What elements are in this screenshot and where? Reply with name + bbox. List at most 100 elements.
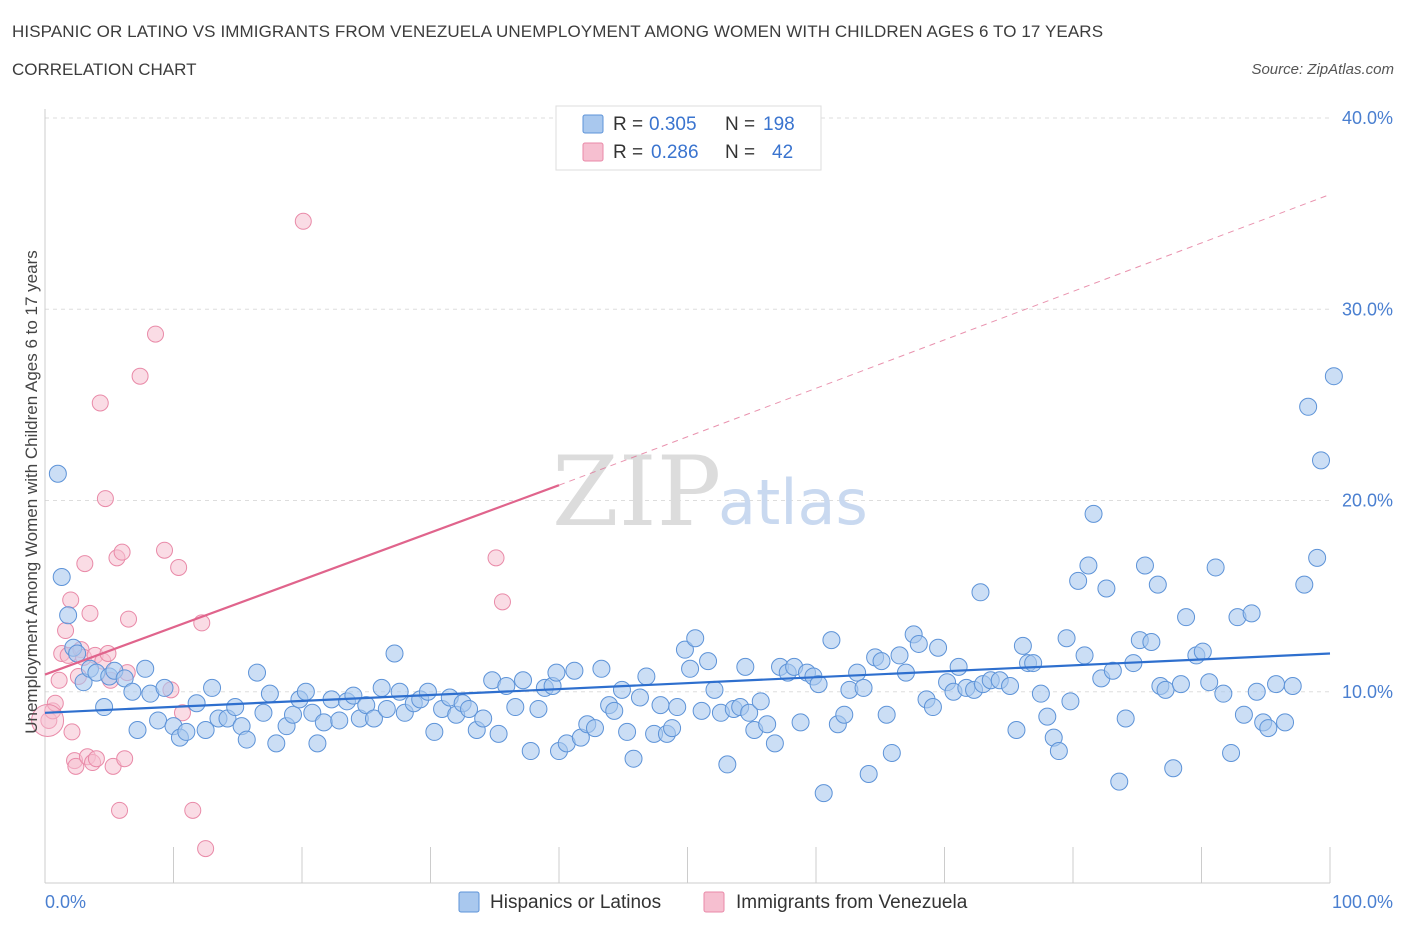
hispanic-point (1084, 504, 1103, 523)
legend-swatch-blue (582, 114, 604, 134)
y-tick-label: 20.0% (1342, 491, 1393, 511)
venezuela-point (81, 604, 99, 622)
hispanic-point (1156, 680, 1175, 699)
hispanic-point (1031, 684, 1050, 703)
hispanic-point (364, 709, 383, 728)
venezuela-point (62, 591, 80, 609)
hispanic-point (1259, 719, 1278, 738)
hispanic-point (303, 703, 322, 722)
hispanic-point (1206, 558, 1225, 577)
y-tick-label: 30.0% (1342, 299, 1393, 319)
hispanic-point (155, 678, 174, 697)
bottom-legend-label-venezuela: Immigrants from Venezuela (736, 892, 968, 913)
y-tick-labels: 10.0% 20.0% 30.0% 40.0% (1342, 108, 1393, 702)
hispanic-point (1234, 705, 1253, 724)
hispanic-point (1049, 742, 1068, 761)
hispanic-point (859, 764, 878, 783)
x-tick-label-max: 100.0% (1332, 892, 1393, 912)
grid-lines (45, 117, 1330, 693)
hispanic-point (377, 699, 396, 718)
y-tick-label: 40.0% (1342, 108, 1393, 128)
hispanic-point (149, 711, 168, 730)
hispanic-point (791, 713, 810, 732)
hispanic-point (308, 734, 327, 753)
hispanic-point (385, 644, 404, 663)
hispanic-point (1116, 709, 1135, 728)
hispanic-point (59, 606, 78, 625)
venezuela-trend-extension (558, 194, 1331, 486)
venezuela-point (50, 671, 68, 689)
hispanic-point (1013, 636, 1032, 655)
bottom-legend-label-hispanic: Hispanics or Latinos (490, 892, 661, 913)
venezuela-point (113, 543, 131, 561)
axes (44, 109, 1331, 884)
y-axis-label: Unemployment Among Women with Children A… (22, 250, 41, 734)
hispanic-point (489, 724, 508, 743)
venezuela-point (197, 840, 215, 858)
venezuela-point (173, 704, 191, 722)
y-tick-label: 10.0% (1342, 682, 1393, 702)
hispanic-point (1308, 548, 1327, 567)
hispanic-point (1222, 743, 1241, 762)
venezuela-trend-line (44, 484, 560, 676)
hispanic-point (128, 721, 147, 739)
hispanic-point (1283, 677, 1302, 696)
venezuela-point (91, 394, 109, 412)
bottom-legend: Hispanics or Latinos Immigrants from Ven… (458, 891, 968, 913)
bottom-legend-swatch-pink (703, 891, 725, 913)
venezuela-point (57, 622, 75, 640)
hispanic-point (699, 652, 718, 671)
hispanic-point (740, 703, 759, 722)
hispanic-point (95, 698, 114, 717)
hispanic-point (929, 638, 948, 657)
hispanic-point (267, 734, 286, 753)
hispanic-point (751, 692, 770, 711)
hispanic-point (1214, 684, 1233, 703)
top-legend: R = 0.305 N = 198 R = 0.286 N = 42 (555, 105, 822, 171)
legend-n-label-1: N = (725, 114, 755, 135)
hispanic-point (872, 652, 891, 671)
hispanic-point (848, 663, 867, 682)
hispanic-point (1177, 608, 1196, 627)
hispanic-point (705, 680, 724, 699)
hispanic-point (612, 680, 631, 699)
venezuela-point (294, 212, 312, 230)
hispanic-point (686, 629, 705, 648)
hispanic-point (1148, 575, 1167, 594)
hispanic-point (565, 661, 584, 680)
hispanic-point (1171, 675, 1190, 694)
hispanic-point (1312, 451, 1331, 470)
hispanic-point (254, 703, 273, 722)
hispanic-point (1038, 707, 1057, 726)
venezuela-point (76, 555, 94, 573)
hispanic-point (136, 659, 155, 678)
hispanic-point (758, 715, 777, 734)
hispanic-point (1097, 579, 1116, 598)
venezuela-point (96, 490, 114, 508)
venezuela-point (120, 610, 138, 628)
x-tick-labels: 0.0% 100.0% (45, 892, 1393, 912)
hispanic-point (618, 722, 637, 741)
hispanic-point (514, 671, 533, 690)
hispanic-point (521, 742, 540, 761)
hispanic-point (923, 698, 942, 717)
hispanic-point (1001, 677, 1020, 696)
venezuela-point (67, 757, 85, 775)
hispanic-point (248, 663, 267, 682)
venezuela-point (487, 549, 505, 567)
venezuela-point (184, 801, 202, 819)
hispanic-point (877, 705, 896, 724)
hispanic-point (425, 722, 444, 741)
source-label: Source: ZipAtlas.com (1251, 61, 1394, 78)
hispanic-point (854, 678, 873, 697)
venezuela-point (87, 750, 105, 768)
legend-r-value-1: 0.305 (649, 114, 697, 135)
hispanic-point (909, 634, 928, 653)
watermark: ZIP atlas (552, 436, 868, 548)
hispanic-point (1267, 675, 1286, 694)
hispanic-point (357, 696, 376, 715)
venezuela-point (156, 541, 174, 559)
hispanic-point (949, 657, 968, 676)
series-venezuela-points (31, 212, 511, 858)
hispanic-point (260, 684, 279, 703)
